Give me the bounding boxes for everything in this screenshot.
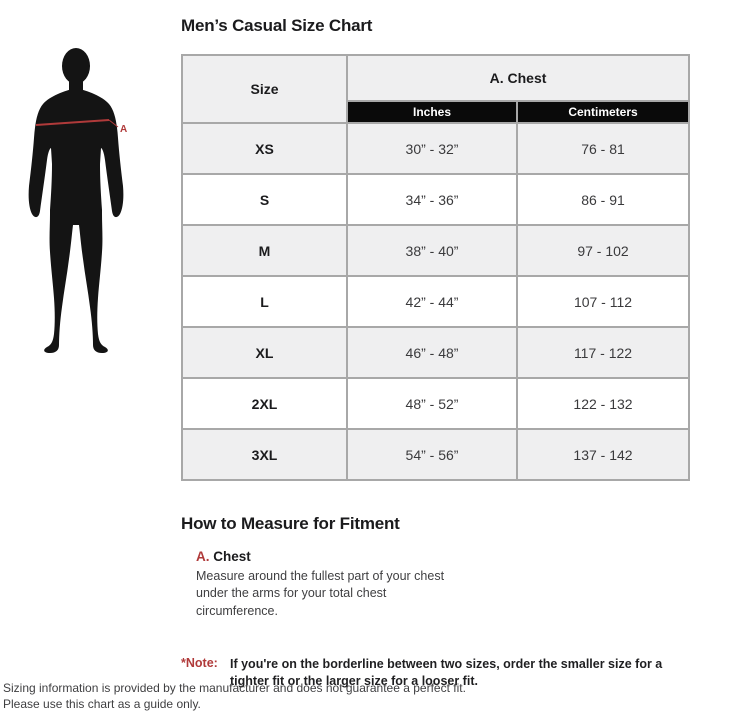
centimeters-cell: 122 - 132 (515, 377, 691, 430)
size-cell: M (181, 224, 348, 277)
inches-cell: 54” - 56” (346, 428, 518, 481)
note-text: If you're on the borderline between two … (230, 656, 663, 689)
chest-measurement-line: A (35, 119, 127, 135)
centimeters-cell: 86 - 91 (515, 173, 691, 226)
column-header-inches: Inches (346, 100, 518, 124)
table-row: XL 46” - 48” 117 - 122 (181, 326, 691, 379)
measure-item-letter: A. (196, 549, 210, 564)
male-silhouette-figure: A (14, 44, 164, 356)
centimeters-cell: 117 - 122 (515, 326, 691, 379)
note-label: *Note: (181, 655, 218, 670)
column-header-chest-group: A. Chest (345, 54, 691, 102)
centimeters-cell: 97 - 102 (515, 224, 691, 277)
table-row: 3XL 54” - 56” 137 - 142 (181, 428, 691, 481)
size-cell: S (181, 173, 348, 226)
centimeters-cell: 107 - 112 (515, 275, 691, 328)
body-shape (28, 48, 124, 353)
column-header-size: Size (181, 54, 348, 124)
inches-cell: 48” - 52” (346, 377, 518, 430)
footer-line-1: Sizing information is provided by the ma… (3, 681, 466, 695)
inches-cell: 42” - 44” (346, 275, 518, 328)
inches-cell: 30” - 32” (346, 122, 518, 175)
measure-item-label: Chest (209, 549, 251, 564)
page-title: Men’s Casual Size Chart (181, 16, 373, 35)
measure-section-heading: How to Measure for Fitment (181, 514, 400, 533)
size-cell: 2XL (181, 377, 348, 430)
size-cell: XS (181, 122, 348, 175)
measure-item-chest: A. Chest Measure around the fullest part… (196, 549, 688, 620)
table-row: S 34” - 36” 86 - 91 (181, 173, 691, 226)
size-cell: L (181, 275, 348, 328)
size-chart-table: Size A. Chest Inches Centimeters XS 30” -… (181, 54, 691, 481)
table-header-group-row: Size A. Chest (181, 54, 691, 124)
measure-item-description: Measure around the fullest part of your … (196, 569, 445, 618)
centimeters-cell: 137 - 142 (515, 428, 691, 481)
inches-cell: 38” - 40” (346, 224, 518, 277)
measure-item-title: A. Chest (196, 549, 688, 564)
main-column: Men’s Casual Size Chart Size A. Chest In… (181, 16, 691, 691)
table-row: 2XL 48” - 52” 122 - 132 (181, 377, 691, 430)
table-header-unit-row: Inches Centimeters (182, 100, 691, 124)
table-row: M 38” - 40” 97 - 102 (181, 224, 691, 277)
inches-cell: 34” - 36” (346, 173, 518, 226)
column-header-centimeters: Centimeters (515, 100, 691, 124)
footer-disclaimer: Sizing information is provided by the ma… (3, 680, 466, 712)
size-table-body: XS 30” - 32” 76 - 81 S 34” - 36” 86 - 91 M 38” … (181, 122, 691, 481)
centimeters-cell: 76 - 81 (515, 122, 691, 175)
measurement-label-a: A (120, 124, 127, 135)
footer-line-2: Please use this chart as a guide only. (3, 697, 201, 711)
size-cell: XL (181, 326, 348, 379)
size-cell: 3XL (181, 428, 348, 481)
inches-cell: 46” - 48” (346, 326, 518, 379)
table-row: L 42” - 44” 107 - 112 (181, 275, 691, 328)
male-silhouette-svg: A (28, 48, 127, 353)
table-row: XS 30” - 32” 76 - 81 (181, 122, 691, 175)
note-row: *Note: If you're on the borderline betwe… (181, 656, 688, 691)
